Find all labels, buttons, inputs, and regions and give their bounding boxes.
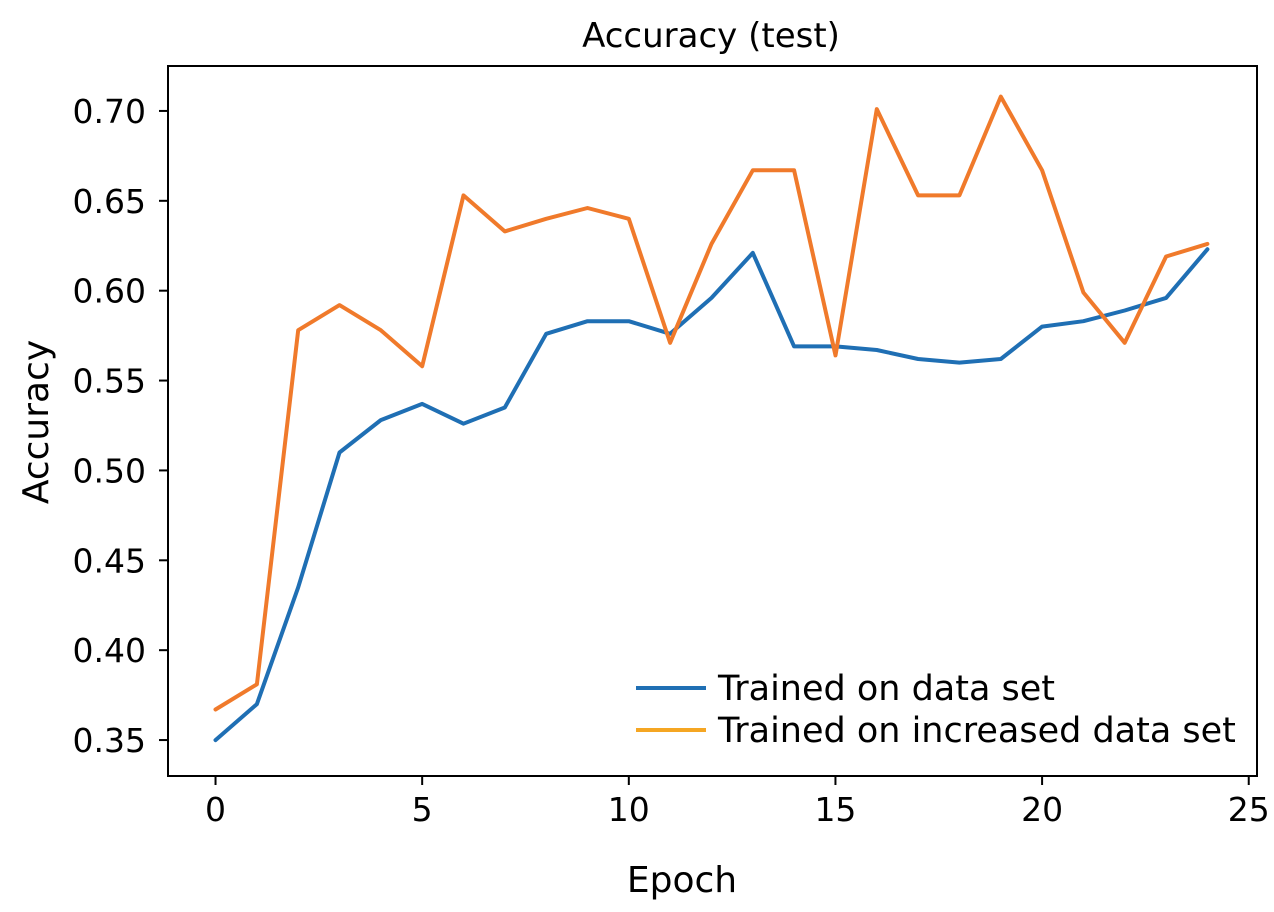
x-tick-label: 5: [412, 790, 433, 829]
x-tick-label: 20: [1021, 790, 1063, 829]
series-line-1: [213, 247, 1210, 743]
ticks-layer: 0 5 10 15 20 25 0.35 0.40 0.45 0.50 0.55 0.60 0.65 0.…: [73, 92, 1270, 829]
x-tick-label: 15: [814, 790, 856, 829]
y-axis-label: Accuracy: [16, 340, 57, 504]
y-tick-label: 0.60: [73, 272, 146, 311]
chart-title: Accuracy (test): [582, 16, 840, 56]
legend-label-1: Trained on data set: [717, 669, 1055, 709]
y-tick-label: 0.55: [73, 362, 146, 401]
y-tick-label: 0.65: [73, 182, 146, 221]
y-tick-label: 0.50: [73, 451, 146, 490]
x-tick-label: 0: [205, 790, 226, 829]
x-tick-label: 25: [1228, 790, 1270, 829]
legend-label-2: Trained on increased data set: [717, 711, 1236, 751]
y-tick-label: 0.35: [73, 721, 146, 760]
series-layer: [213, 94, 1210, 743]
y-tick-label: 0.70: [73, 92, 146, 131]
x-tick-label: 10: [608, 790, 650, 829]
y-tick-label: 0.40: [73, 631, 146, 670]
series-line-2: [213, 94, 1210, 712]
x-axis-label: Epoch: [627, 860, 737, 901]
plot-frame: [167, 65, 1258, 777]
y-tick-label: 0.45: [73, 541, 146, 580]
